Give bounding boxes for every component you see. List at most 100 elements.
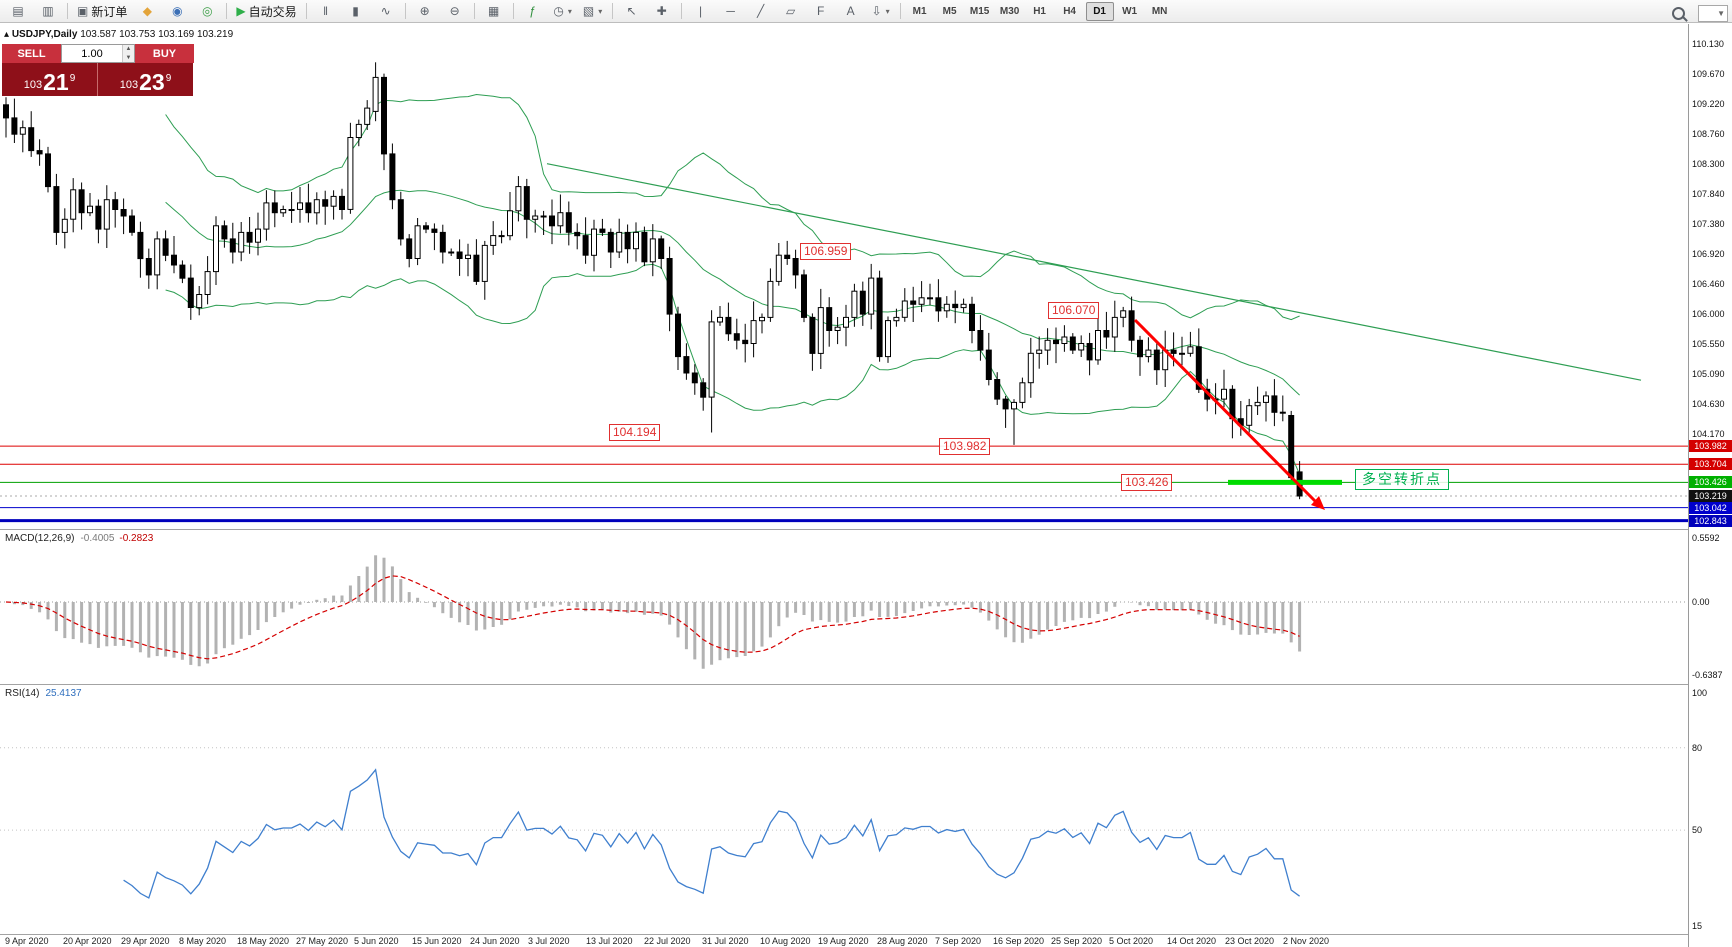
price-level-tag: 103.219 — [1689, 490, 1732, 502]
trendline-tool-button[interactable]: ╱ — [747, 1, 775, 22]
pivot-annotation-label: 多空转折点 — [1355, 469, 1449, 490]
metaeditor-button[interactable]: ◆ — [133, 1, 161, 22]
horizontal-line-button[interactable]: ─ — [717, 1, 745, 22]
chevron-down-icon: ▾ — [598, 6, 603, 16]
price-callout-label: 103.426 — [1121, 474, 1173, 491]
lot-decrease-button[interactable]: ▼ — [123, 53, 134, 62]
timeframe-h4-button[interactable]: H4 — [1063, 5, 1076, 17]
candlestick-chart-icon: ▮ — [352, 4, 359, 18]
timeframe-h1-button[interactable]: H1 — [1033, 5, 1046, 17]
buy-price-pips: 23 — [139, 69, 165, 95]
timeframe-m1-button[interactable]: M1 — [912, 5, 927, 17]
date-axis-label: 10 Aug 2020 — [760, 936, 811, 946]
periods-button[interactable]: ◷ ▾ — [549, 1, 577, 22]
macd-main-value: -0.4005 — [80, 533, 115, 544]
cursor-button[interactable]: ↖ — [618, 1, 646, 22]
buy-price-head: 103 — [119, 79, 139, 91]
toolbar-separator — [680, 3, 682, 19]
trendline-tool-icon: ╱ — [756, 4, 765, 18]
new-chart-button[interactable]: ▤ — [4, 1, 32, 22]
price-callout-label: 103.982 — [939, 438, 991, 455]
market-watch-icon: ◉ — [172, 4, 183, 18]
navigator-icon: ◎ — [202, 4, 213, 18]
sell-button[interactable]: SELL — [2, 44, 61, 63]
text-label-button[interactable]: A — [837, 1, 865, 22]
one-click-trading-panel: SELL ▲ ▼ BUY 103 21 9 103 — [2, 44, 194, 96]
toolbar-separator — [404, 3, 406, 19]
price-level-tag: 103.042 — [1689, 502, 1732, 514]
crosshair-button[interactable]: ✚ — [648, 1, 676, 22]
zoom-out-button[interactable]: ⊖ — [441, 1, 469, 22]
indicators-icon: ƒ — [529, 4, 536, 18]
timeframe-m30-button[interactable]: M30 — [999, 5, 1020, 17]
vertical-line-icon: | — [699, 4, 703, 18]
line-chart-icon: ∿ — [380, 4, 391, 18]
lot-size-field[interactable]: ▲ ▼ — [61, 44, 135, 63]
fibonacci-button[interactable]: F — [807, 1, 835, 22]
main-chart-canvas[interactable] — [0, 24, 1688, 529]
ohlc-high: 103.753 — [119, 29, 156, 40]
navigator-button[interactable]: ◎ — [193, 1, 221, 22]
panel-separator[interactable] — [0, 529, 1732, 530]
sell-price-button[interactable]: 103 21 9 — [2, 63, 98, 96]
market-watch-button[interactable]: ◉ — [163, 1, 191, 22]
bar-chart-button[interactable]: ‖ — [312, 1, 340, 22]
timeframe-mn-button[interactable]: MN — [1151, 5, 1168, 17]
date-axis-label: 27 May 2020 — [296, 936, 349, 946]
indicators-button[interactable]: ƒ — [519, 1, 547, 22]
timeframe-m15-button[interactable]: M15 — [969, 5, 990, 17]
timeframe-m5-button[interactable]: M5 — [942, 5, 957, 17]
price-axis[interactable]: 110.130 109.670 109.220 108.760 108.300 107.8… — [1688, 24, 1732, 947]
rsi-name: RSI(14) — [5, 688, 40, 699]
macd-axis-tick: 0.00 — [1692, 597, 1710, 607]
search-button[interactable] — [1664, 3, 1692, 24]
new-order-button[interactable]: ▣ 新订单 — [73, 1, 131, 22]
templates-button[interactable]: ▧ ▾ — [579, 1, 607, 22]
toolbar-separator — [226, 3, 228, 19]
panel-separator[interactable] — [0, 684, 1732, 685]
macd-panel-canvas[interactable] — [0, 530, 1688, 683]
line-chart-button[interactable]: ∿ — [372, 1, 400, 22]
metaeditor-icon: ◆ — [142, 4, 152, 18]
zoom-in-button[interactable]: ⊕ — [411, 1, 439, 22]
price-axis-tick: 107.840 — [1692, 189, 1725, 199]
price-axis-tick: 105.550 — [1692, 339, 1725, 349]
autotrading-button[interactable]: ▶ 自动交易 — [232, 1, 300, 22]
chart-profiles-button[interactable]: ▥ — [34, 1, 62, 22]
macd-axis-tick: -0.6387 — [1692, 670, 1723, 680]
price-axis-tick: 109.670 — [1692, 69, 1725, 79]
lot-stepper: ▲ ▼ — [122, 45, 134, 62]
arrows-tool-button[interactable]: ⇩ ▾ — [867, 1, 895, 22]
lot-increase-button[interactable]: ▲ — [123, 45, 134, 54]
search-icon — [1671, 7, 1685, 20]
toolbar-separator — [512, 3, 514, 19]
price-axis-tick: 110.130 — [1692, 39, 1724, 49]
macd-axis-tick: 0.5592 — [1692, 533, 1720, 543]
equidistant-channel-button[interactable]: ▱ — [777, 1, 805, 22]
time-axis[interactable]: 9 Apr 2020 20 Apr 2020 29 Apr 2020 8 May 20… — [0, 936, 1688, 947]
buy-price-button[interactable]: 103 23 9 — [98, 63, 193, 96]
rsi-axis-tick: 100 — [1692, 688, 1708, 698]
rsi-axis-tick: 15 — [1692, 921, 1703, 931]
rsi-panel-canvas[interactable] — [0, 685, 1688, 934]
crosshair-icon: ✚ — [656, 4, 667, 18]
panel-separator[interactable] — [0, 934, 1732, 935]
vertical-line-button[interactable]: | — [687, 1, 715, 22]
price-axis-tick: 106.000 — [1692, 309, 1725, 319]
lot-size-input[interactable] — [62, 45, 122, 62]
chart-area[interactable]: ▴ USDJPY,Daily 103.587 103.753 103.169 1… — [0, 24, 1732, 947]
timeframe-w1-button[interactable]: W1 — [1122, 5, 1138, 17]
buy-button[interactable]: BUY — [135, 44, 194, 63]
date-axis-label: 14 Oct 2020 — [1167, 936, 1217, 946]
candlestick-chart-button[interactable]: ▮ — [342, 1, 370, 22]
tile-windows-button[interactable]: ▦ — [480, 1, 508, 22]
date-axis-label: 31 Jul 2020 — [702, 936, 749, 946]
timeframe-d1-button[interactable]: D1 — [1085, 1, 1114, 21]
symbol-marker-icon: ▴ — [4, 29, 10, 40]
ohlc-close: 103.219 — [197, 29, 234, 40]
price-axis-tick: 105.090 — [1692, 369, 1725, 379]
arrows-tool-icon: ⇩ — [871, 4, 882, 18]
toolbar-separator — [611, 3, 613, 19]
date-axis-label: 15 Jun 2020 — [412, 936, 462, 946]
symbol-search-dropdown[interactable]: ▼ — [1698, 5, 1728, 22]
